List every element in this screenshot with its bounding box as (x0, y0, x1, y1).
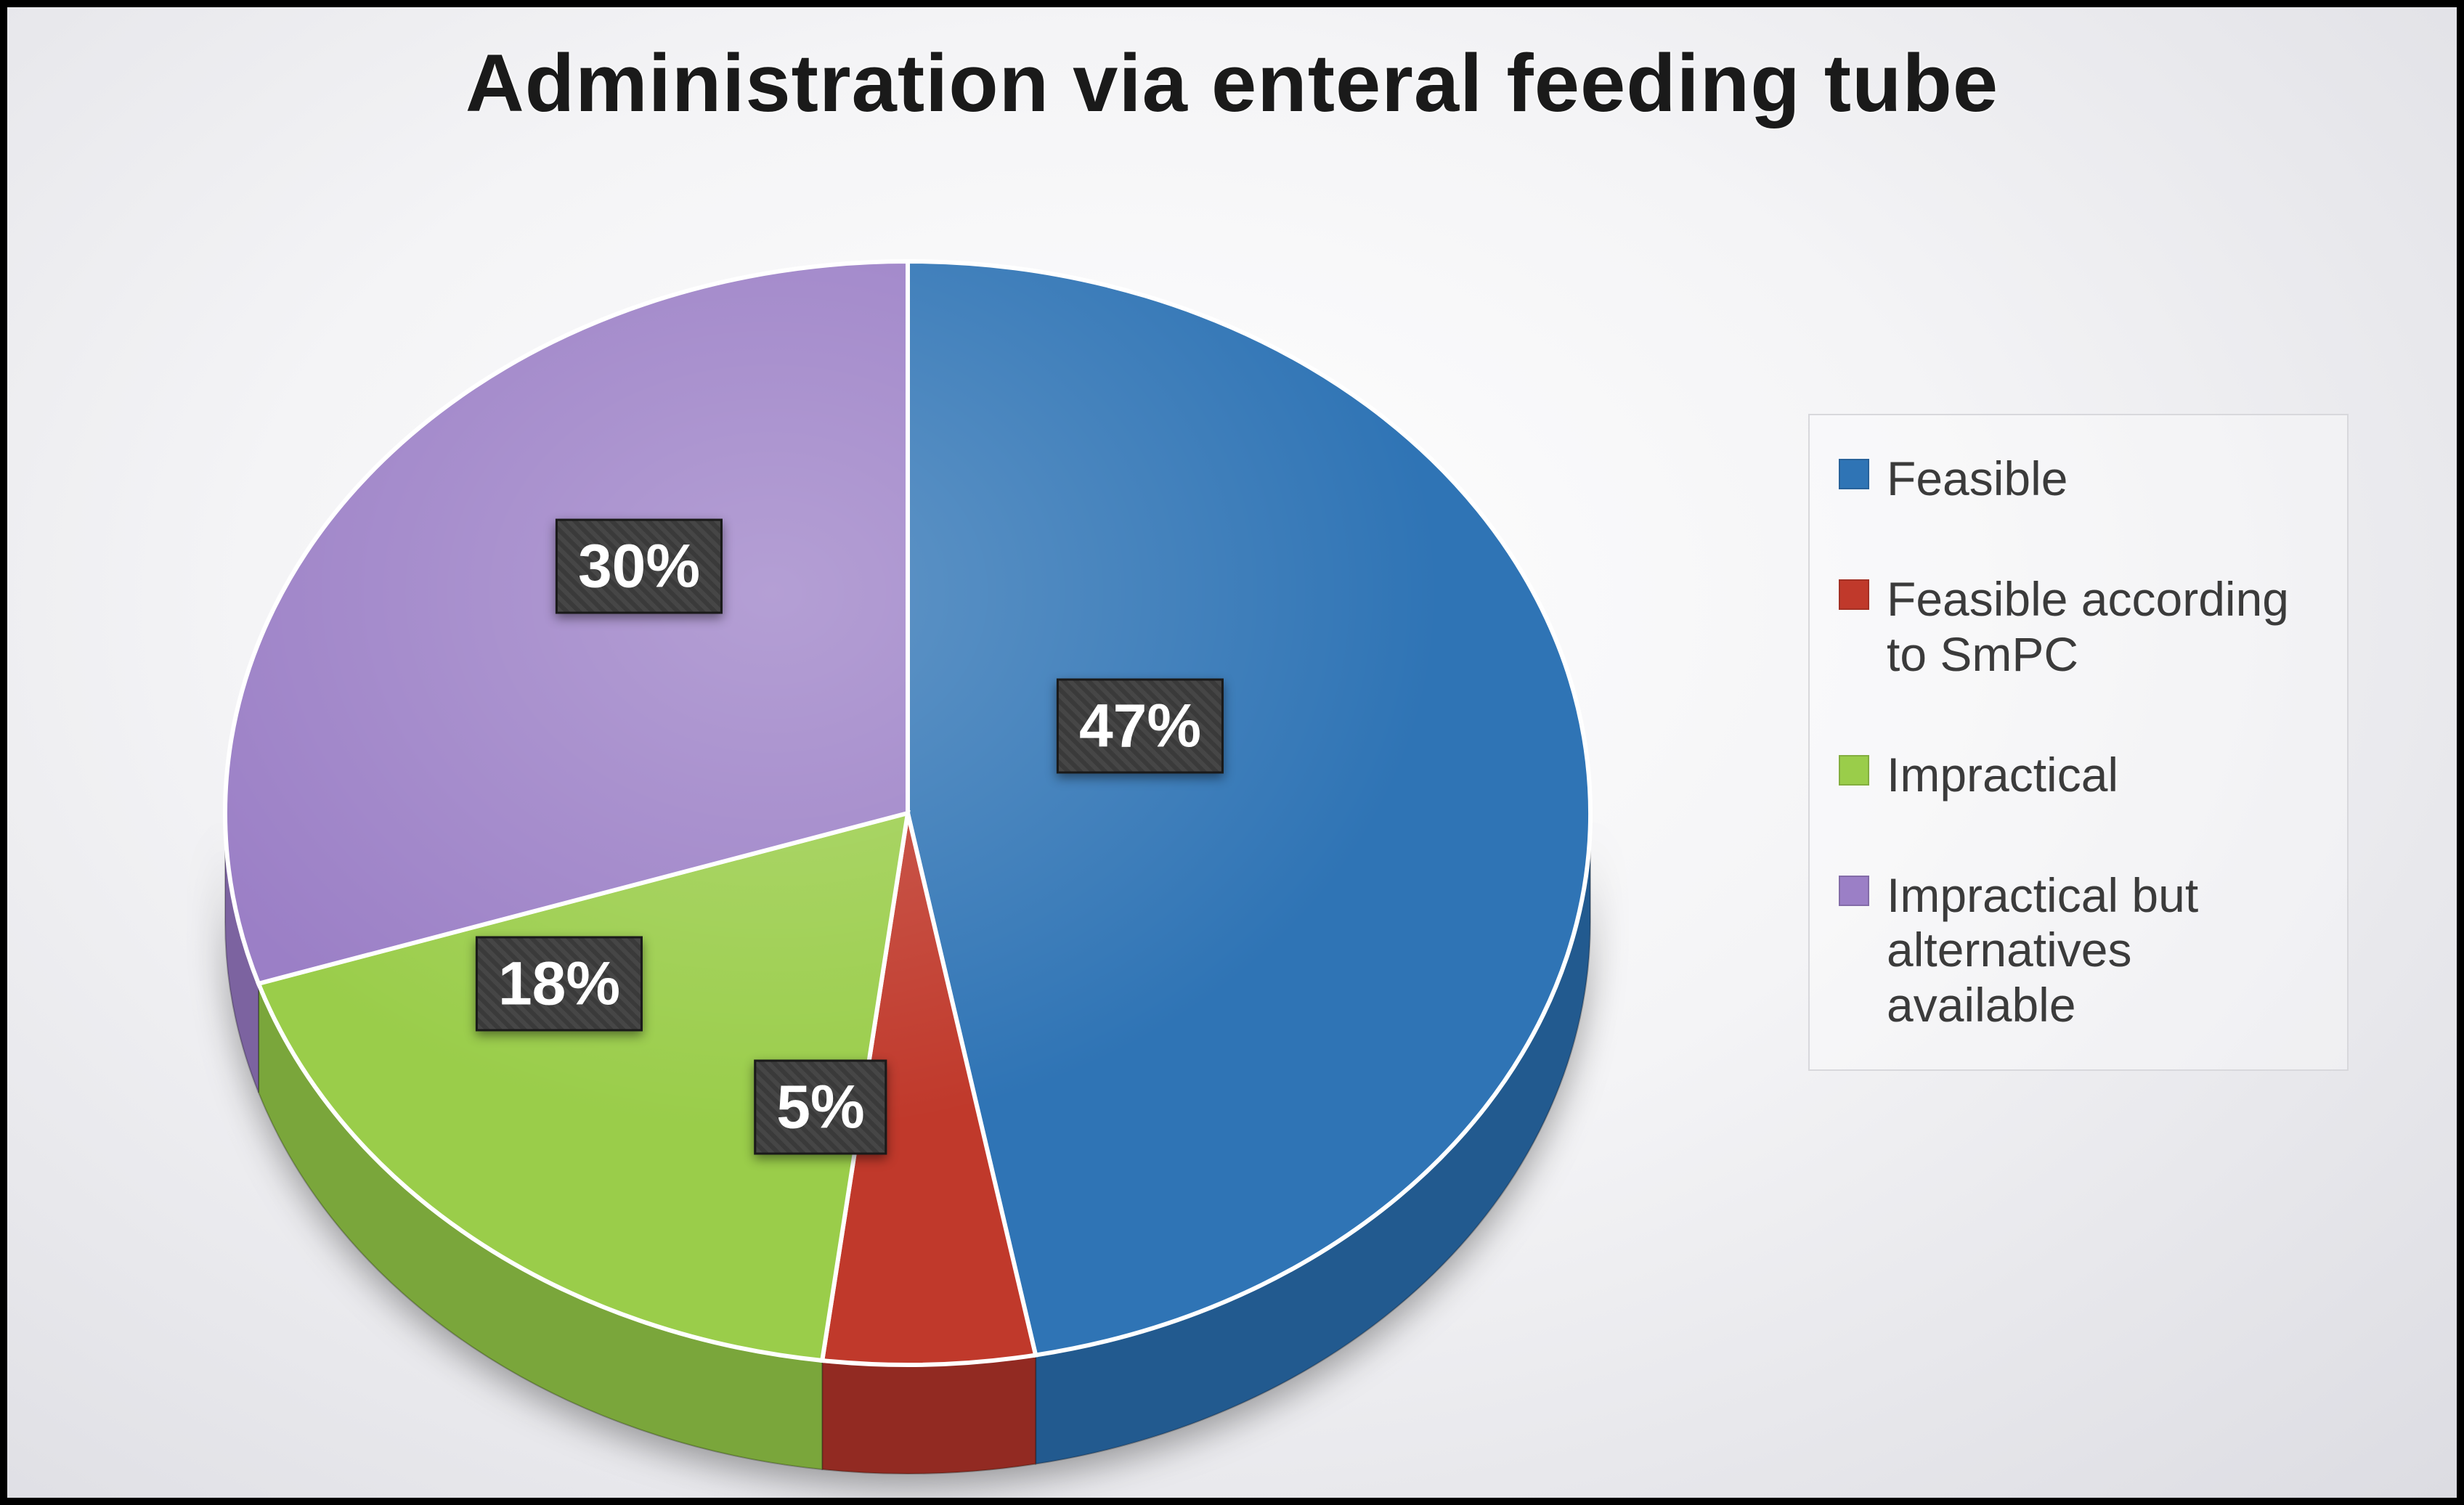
legend-marker-feasible_smpc (1839, 579, 1869, 610)
legend-label-feasible_smpc: Feasible according to SmPC (1887, 572, 2304, 682)
data-label-feasible: 47% (1057, 679, 1224, 774)
data-label-feasible_smpc: 5% (754, 1060, 887, 1155)
legend-item-impractical_alt: Impractical but alternatives available (1839, 868, 2304, 1034)
data-label-impractical: 18% (476, 937, 643, 1032)
legend-label-impractical_alt: Impractical but alternatives available (1887, 868, 2304, 1034)
legend-label-feasible: Feasible (1887, 452, 2067, 507)
legend-item-feasible: Feasible (1839, 452, 2304, 507)
legend-marker-feasible (1839, 459, 1869, 489)
data-label-impractical_alt: 30% (556, 519, 723, 614)
legend-label-impractical: Impractical (1887, 748, 2118, 803)
legend-item-feasible_smpc: Feasible according to SmPC (1839, 572, 2304, 682)
legend: Feasible Feasible according to SmPC Imprac… (1808, 414, 2349, 1071)
pie-side-feasible_smpc (822, 1355, 1036, 1474)
legend-marker-impractical_alt (1839, 876, 1869, 906)
legend-item-impractical: Impractical (1839, 748, 2304, 803)
chart-frame: Administration via enteral feeding tube … (0, 0, 2464, 1505)
pie-top (225, 261, 1590, 1365)
legend-marker-impractical (1839, 755, 1869, 786)
